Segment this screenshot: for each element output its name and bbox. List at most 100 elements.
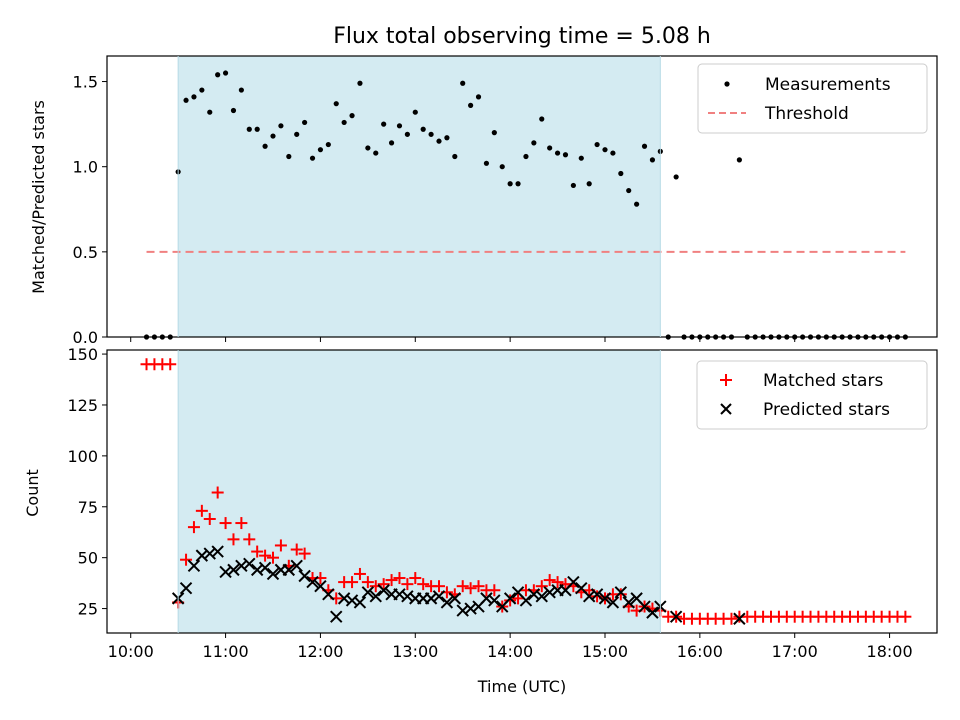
measurements-point (515, 181, 521, 187)
measurements-point (381, 121, 387, 127)
predicted-stars-point (567, 575, 580, 589)
matched-stars-point (361, 576, 374, 589)
measurements-point (570, 182, 576, 189)
top-y-axis-label: Matched/Predicted stars (29, 100, 48, 294)
top-y-tick-label: 0.5 (73, 243, 98, 262)
matched-stars-point (535, 580, 548, 593)
bottom-panel: 10:00 11:00 12:00 13:00 14:00 15:00 16:00 17:00… (23, 345, 938, 696)
bottom-x-tick-label: 14:00 (487, 642, 533, 661)
matched-stars-point (180, 553, 193, 566)
measurements-point (207, 109, 213, 115)
measurements-point (562, 152, 569, 158)
measurements-point (270, 133, 276, 139)
matched-stars-point (488, 584, 501, 597)
measurements-point (317, 147, 324, 153)
matched-stars-point (195, 504, 208, 517)
legend-predicted-marker (720, 403, 732, 415)
top-legend-box (697, 63, 928, 134)
predicted-stars-point (369, 590, 382, 603)
bottom-legend: Matched stars Predicted stars (696, 360, 928, 430)
predicted-stars-point (187, 559, 201, 573)
measurements-point (341, 119, 347, 126)
measurements-point (420, 126, 426, 132)
predicted-stars-point (464, 602, 477, 615)
measurements-point (262, 143, 268, 149)
top-chart-title: Flux total observing time = 5.08 h (333, 24, 711, 49)
predicted-stars-point (733, 612, 746, 625)
measurements-point (309, 155, 316, 161)
matched-stars-point (203, 512, 216, 525)
measurements-point (246, 126, 252, 132)
predicted-stars-point (614, 586, 628, 599)
predicted-stars-point (179, 582, 193, 595)
predicted-stars-point (227, 563, 240, 577)
matched-stars-point (899, 610, 912, 623)
predicted-stars-point (361, 586, 375, 599)
measurements-point (641, 143, 648, 149)
predicted-stars-point (456, 604, 469, 617)
bottom-x-axis-label: Time (UTC) (477, 677, 566, 696)
predicted-stars-point (353, 596, 367, 609)
predicted-stars-point (250, 563, 264, 577)
predicted-stars-point (488, 594, 501, 607)
bottom-x-tick-label: 17:00 (772, 642, 818, 661)
top-panel: 0.0 0.5 1.0 1.5 Matched/Predicted stars Mea… (29, 55, 938, 347)
bottom-x-tick-label: 12:00 (297, 642, 343, 661)
predicted-stars-point (337, 592, 351, 605)
bottom-x-tick-label: 18:00 (867, 642, 913, 661)
measurements-point (554, 150, 561, 156)
measurements-point (294, 131, 300, 137)
measurements-point (412, 109, 418, 115)
predicted-stars-point (219, 565, 232, 579)
top-y-tick-label: 0.0 (73, 328, 98, 347)
matched-stars-point (512, 592, 525, 605)
matched-stars-point (251, 545, 264, 558)
predicted-stars-point (203, 547, 216, 560)
bottom-y-tick-label: 50 (78, 549, 98, 568)
measurements-point (349, 113, 355, 119)
measurements-point (230, 107, 237, 114)
predicted-stars-point (195, 549, 209, 562)
predicted-stars-point (519, 594, 533, 607)
predicted-stars-point (606, 596, 620, 609)
predicted-stars-point (243, 557, 256, 570)
predicted-stars-point (503, 592, 517, 605)
top-y-ticks: 0.0 0.5 1.0 1.5 (73, 73, 107, 347)
legend-measurements-label: Measurements (765, 75, 891, 95)
predicted-stars-point (377, 584, 390, 597)
top-x-ticks (130, 337, 891, 342)
legend-matched-marker (720, 374, 732, 386)
bottom-x-tick-label: 10:00 (108, 642, 154, 661)
bottom-x-tick-label: 11:00 (203, 642, 249, 661)
measurements-point (444, 135, 450, 141)
bottom-x-tick-label: 15:00 (582, 642, 628, 661)
matched-stars-point (543, 574, 556, 587)
measurements-point (373, 150, 379, 156)
measurements-point (539, 116, 545, 122)
bottom-y-tick-label: 75 (78, 498, 98, 517)
measurements-point (183, 97, 189, 103)
matched-stars-point (267, 551, 279, 564)
measurements-point (452, 153, 458, 160)
measurements-point (649, 157, 656, 163)
legend-threshold-label: Threshold (764, 104, 849, 124)
measurements-point (333, 101, 339, 107)
matched-stars-point (346, 576, 359, 589)
bottom-y-axis-label: Count (23, 469, 42, 517)
matched-stars-point (298, 547, 311, 560)
matched-stars-point (353, 567, 366, 580)
measurements-point (610, 150, 616, 156)
measurements-point (325, 141, 331, 148)
matched-stars-point (393, 572, 406, 585)
predicted-stars-point (543, 586, 556, 599)
measurements-point (626, 187, 632, 194)
measurements-point (191, 94, 197, 100)
top-axes-frame (106, 55, 938, 338)
predicted-stars-point (535, 590, 548, 603)
predicted-stars-point (258, 561, 272, 575)
predicted-stars-point (282, 563, 296, 577)
measurements-point (388, 140, 395, 146)
measurements-point (238, 87, 244, 93)
predicted-stars-point (582, 590, 596, 603)
